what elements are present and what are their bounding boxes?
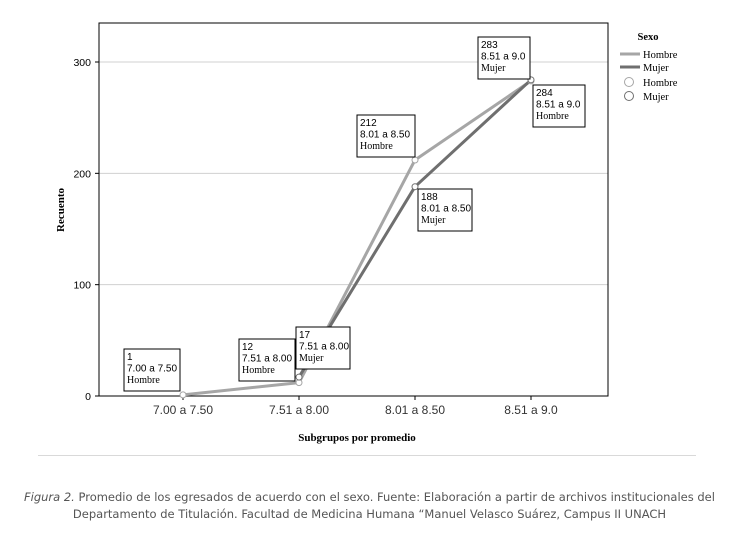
y-tick-label: 200 <box>73 168 91 180</box>
data-label-series: Hombre <box>127 375 160 386</box>
data-label-value: 17 <box>299 330 311 341</box>
data-point <box>179 391 187 399</box>
legend-label: Hombre <box>643 78 678 89</box>
x-tick-label: 7.00 a 7.50 <box>153 403 213 417</box>
legend-label: Hombre <box>643 50 678 61</box>
data-label-box <box>477 36 531 80</box>
x-ticks: 7.00 a 7.50 7.51 a 8.00 8.01 a 8.50 8.51 a … <box>153 396 558 417</box>
legend-title: Sexo <box>638 32 659 43</box>
chart: 0 100 200 300 7.00 a 7.50 7.51 a 8.00 8.01 a … <box>55 22 678 444</box>
y-tick-label: 100 <box>73 280 91 292</box>
figure-caption-text: Promedio de los egresados de acuerdo con… <box>72 490 715 521</box>
data-label-value: 188 <box>421 192 438 203</box>
data-label-category: 7.51 a 8.00 <box>299 342 349 353</box>
data-label-category: 7.00 a 7.50 <box>127 364 177 375</box>
data-label-series: Mujer <box>299 353 324 364</box>
data-label-value: 283 <box>481 40 498 51</box>
y-tick-label: 300 <box>73 57 91 69</box>
figure-label: Figura 2. <box>24 490 75 504</box>
y-axis-label: Recuento <box>55 188 67 232</box>
data-label-category: 8.51 a 9.0 <box>536 100 581 111</box>
data-label-series: Mujer <box>421 215 446 226</box>
gridlines <box>99 61 608 286</box>
data-label-value: 212 <box>360 118 377 129</box>
data-point <box>411 156 419 164</box>
y-ticks: 0 100 200 300 <box>73 57 99 403</box>
data-label-category: 8.01 a 8.50 <box>360 130 410 141</box>
data-label-box <box>238 338 296 382</box>
plot-frame <box>98 22 609 397</box>
x-tick-label: 7.51 a 8.00 <box>269 403 329 417</box>
data-label-series: Hombre <box>536 111 569 122</box>
y-tick-label: 0 <box>85 391 91 403</box>
series-line-hombre <box>182 79 532 397</box>
data-label-category: 8.01 a 8.50 <box>421 204 471 215</box>
data-label-category: 7.51 a 8.00 <box>242 354 292 365</box>
data-label-series: Hombre <box>360 141 393 152</box>
data-label-box <box>356 114 416 158</box>
data-label-series: Mujer <box>481 63 506 74</box>
legend-label: Mujer <box>643 92 669 103</box>
caption-separator <box>38 455 696 456</box>
data-point <box>411 183 419 191</box>
data-label-category: 8.51 a 9.0 <box>481 52 526 63</box>
data-label-box <box>295 326 351 370</box>
x-axis-label: Subgrupos por promedio <box>298 432 416 444</box>
data-label-value: 284 <box>536 88 553 99</box>
data-label-box <box>417 188 473 232</box>
legend-marker-hombre <box>624 77 634 87</box>
data-point <box>295 373 303 381</box>
data-label-series: Hombre <box>242 365 275 376</box>
legend: Sexo Hombre Mujer Hombre Mujer <box>620 32 678 103</box>
x-tick-label: 8.51 a 9.0 <box>504 403 558 417</box>
data-label-box <box>123 348 181 392</box>
figure-caption: Figura 2. Promedio de los egresados de a… <box>20 489 719 523</box>
data-label-box <box>532 84 586 128</box>
legend-label: Mujer <box>643 63 669 74</box>
x-tick-label: 8.01 a 8.50 <box>385 403 445 417</box>
data-label-value: 1 <box>127 352 133 363</box>
legend-marker-mujer <box>624 91 634 101</box>
data-label-value: 12 <box>242 342 254 353</box>
